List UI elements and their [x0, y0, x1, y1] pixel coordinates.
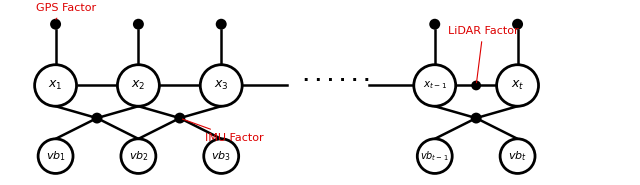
Text: $x_1$: $x_1$ [49, 79, 63, 92]
Circle shape [118, 65, 159, 106]
Text: $x_2$: $x_2$ [131, 79, 145, 92]
Circle shape [500, 139, 535, 173]
Text: LiDAR Factor: LiDAR Factor [448, 26, 518, 83]
Text: $vb_{t-1}$: $vb_{t-1}$ [420, 149, 449, 163]
Text: $x_t$: $x_t$ [511, 79, 524, 92]
Circle shape [414, 65, 456, 106]
Circle shape [512, 19, 523, 30]
Circle shape [38, 139, 73, 173]
Text: $vb_2$: $vb_2$ [129, 149, 148, 163]
Circle shape [497, 65, 538, 106]
Text: $vb_3$: $vb_3$ [211, 149, 231, 163]
Text: IMU Factor: IMU Factor [182, 119, 264, 143]
Circle shape [204, 139, 239, 173]
Circle shape [429, 19, 440, 30]
Text: $x_3$: $x_3$ [214, 79, 228, 92]
Circle shape [92, 113, 102, 124]
Circle shape [121, 139, 156, 173]
Circle shape [216, 19, 227, 30]
Text: $vb_t$: $vb_t$ [508, 149, 527, 163]
Circle shape [50, 19, 61, 30]
Circle shape [35, 65, 77, 106]
Circle shape [471, 81, 481, 90]
Circle shape [470, 113, 482, 124]
Circle shape [174, 113, 186, 124]
Text: $vb_1$: $vb_1$ [45, 149, 65, 163]
Circle shape [417, 139, 452, 173]
Text: $x_{t-1}$: $x_{t-1}$ [422, 80, 447, 91]
Text: GPS Factor: GPS Factor [36, 3, 96, 19]
Circle shape [133, 19, 144, 30]
Text: · · · · · ·: · · · · · · [303, 72, 371, 90]
Circle shape [200, 65, 242, 106]
